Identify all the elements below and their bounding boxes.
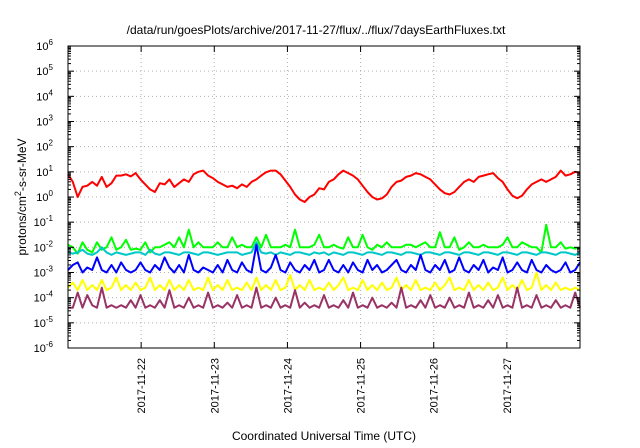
y-tick-label-power: -4 [46, 290, 54, 299]
y-tick-label: 10-2 [34, 239, 54, 254]
y-tick-label-power: 4 [49, 88, 54, 97]
y-tick-label-power: 3 [49, 114, 54, 123]
y-tick-label-power: -5 [46, 315, 54, 324]
x-tick-label: 2017-11-22 [136, 358, 148, 413]
y-tick-label: 10-5 [34, 315, 54, 330]
y-tick-label: 100 [36, 189, 53, 204]
y-axis-label-superscript: 2 [13, 191, 23, 196]
y-axis-label-main: protons/cm [15, 196, 29, 255]
y-tick-label-base: 10 [36, 66, 48, 78]
y-tick-label: 10-3 [34, 265, 54, 280]
x-tick-label: 2017-11-25 [356, 358, 368, 413]
grid-lines [68, 46, 580, 348]
y-tick-label: 10-1 [34, 214, 54, 229]
y-tick-label: 101 [36, 164, 53, 179]
y-tick-label-base: 10 [36, 142, 48, 154]
y-tick-label-power: 2 [49, 139, 54, 148]
y-tick-label: 102 [36, 139, 53, 154]
y-tick-label-power: 0 [49, 189, 54, 198]
y-tick-label: 10-6 [34, 340, 54, 355]
x-tick-label: 2017-11-26 [429, 358, 441, 413]
y-tick-label-power: -6 [46, 340, 54, 349]
y-tick-label-base: 10 [36, 192, 48, 204]
y-tick-label-base: 10 [36, 41, 48, 53]
y-tick-label: 104 [36, 88, 53, 103]
x-axis-ticks: 2017-11-22 2017-11-23 2017-11-24 2017-11-25… [136, 46, 514, 413]
y-tick-label-power: 6 [49, 38, 54, 47]
y-tick-label-base: 10 [34, 343, 46, 355]
y-tick-label-base: 10 [34, 318, 46, 330]
y-tick-label-power: 5 [49, 63, 54, 72]
y-tick-label-power: -1 [46, 214, 54, 223]
y-axis-label-tail: -s-sr-MeV [15, 138, 29, 191]
y-tick-label: 105 [36, 63, 53, 78]
series-line-6 [68, 286, 581, 309]
series-line-1 [67, 169, 581, 203]
x-tick-label: 2017-11-24 [282, 358, 294, 413]
series-line-3 [67, 241, 581, 256]
y-tick-label-base: 10 [34, 242, 46, 254]
y-axis-ticks: 10-610-510-410-310-210-11001011021031041… [34, 38, 580, 355]
data-series [67, 169, 581, 309]
y-tick-label: 103 [36, 114, 53, 129]
y-tick-label-base: 10 [36, 167, 48, 179]
series-line-5 [67, 271, 581, 292]
y-tick-label-base: 10 [34, 293, 46, 305]
y-axis-label: protons/cm2-s-sr-MeV [13, 138, 29, 255]
y-tick-label: 106 [36, 38, 53, 53]
y-tick-label-base: 10 [34, 217, 46, 229]
y-tick-label: 10-4 [34, 290, 54, 305]
y-tick-label-power: -3 [46, 265, 54, 274]
y-tick-label-base: 10 [36, 117, 48, 129]
y-tick-label-power: -2 [46, 239, 54, 248]
y-tick-label-power: 1 [49, 164, 54, 173]
chart-title: /data/run/goesPlots/archive/2017-11-27/f… [127, 23, 506, 37]
x-axis-label: Coordinated Universal Time (UTC) [232, 429, 416, 443]
y-tick-label-base: 10 [36, 91, 48, 103]
y-tick-label-base: 10 [34, 268, 46, 280]
x-tick-label: 2017-11-27 [502, 358, 514, 413]
series-line-4 [67, 243, 581, 274]
x-tick-label: 2017-11-23 [209, 358, 221, 413]
series-line-2 [67, 223, 581, 255]
